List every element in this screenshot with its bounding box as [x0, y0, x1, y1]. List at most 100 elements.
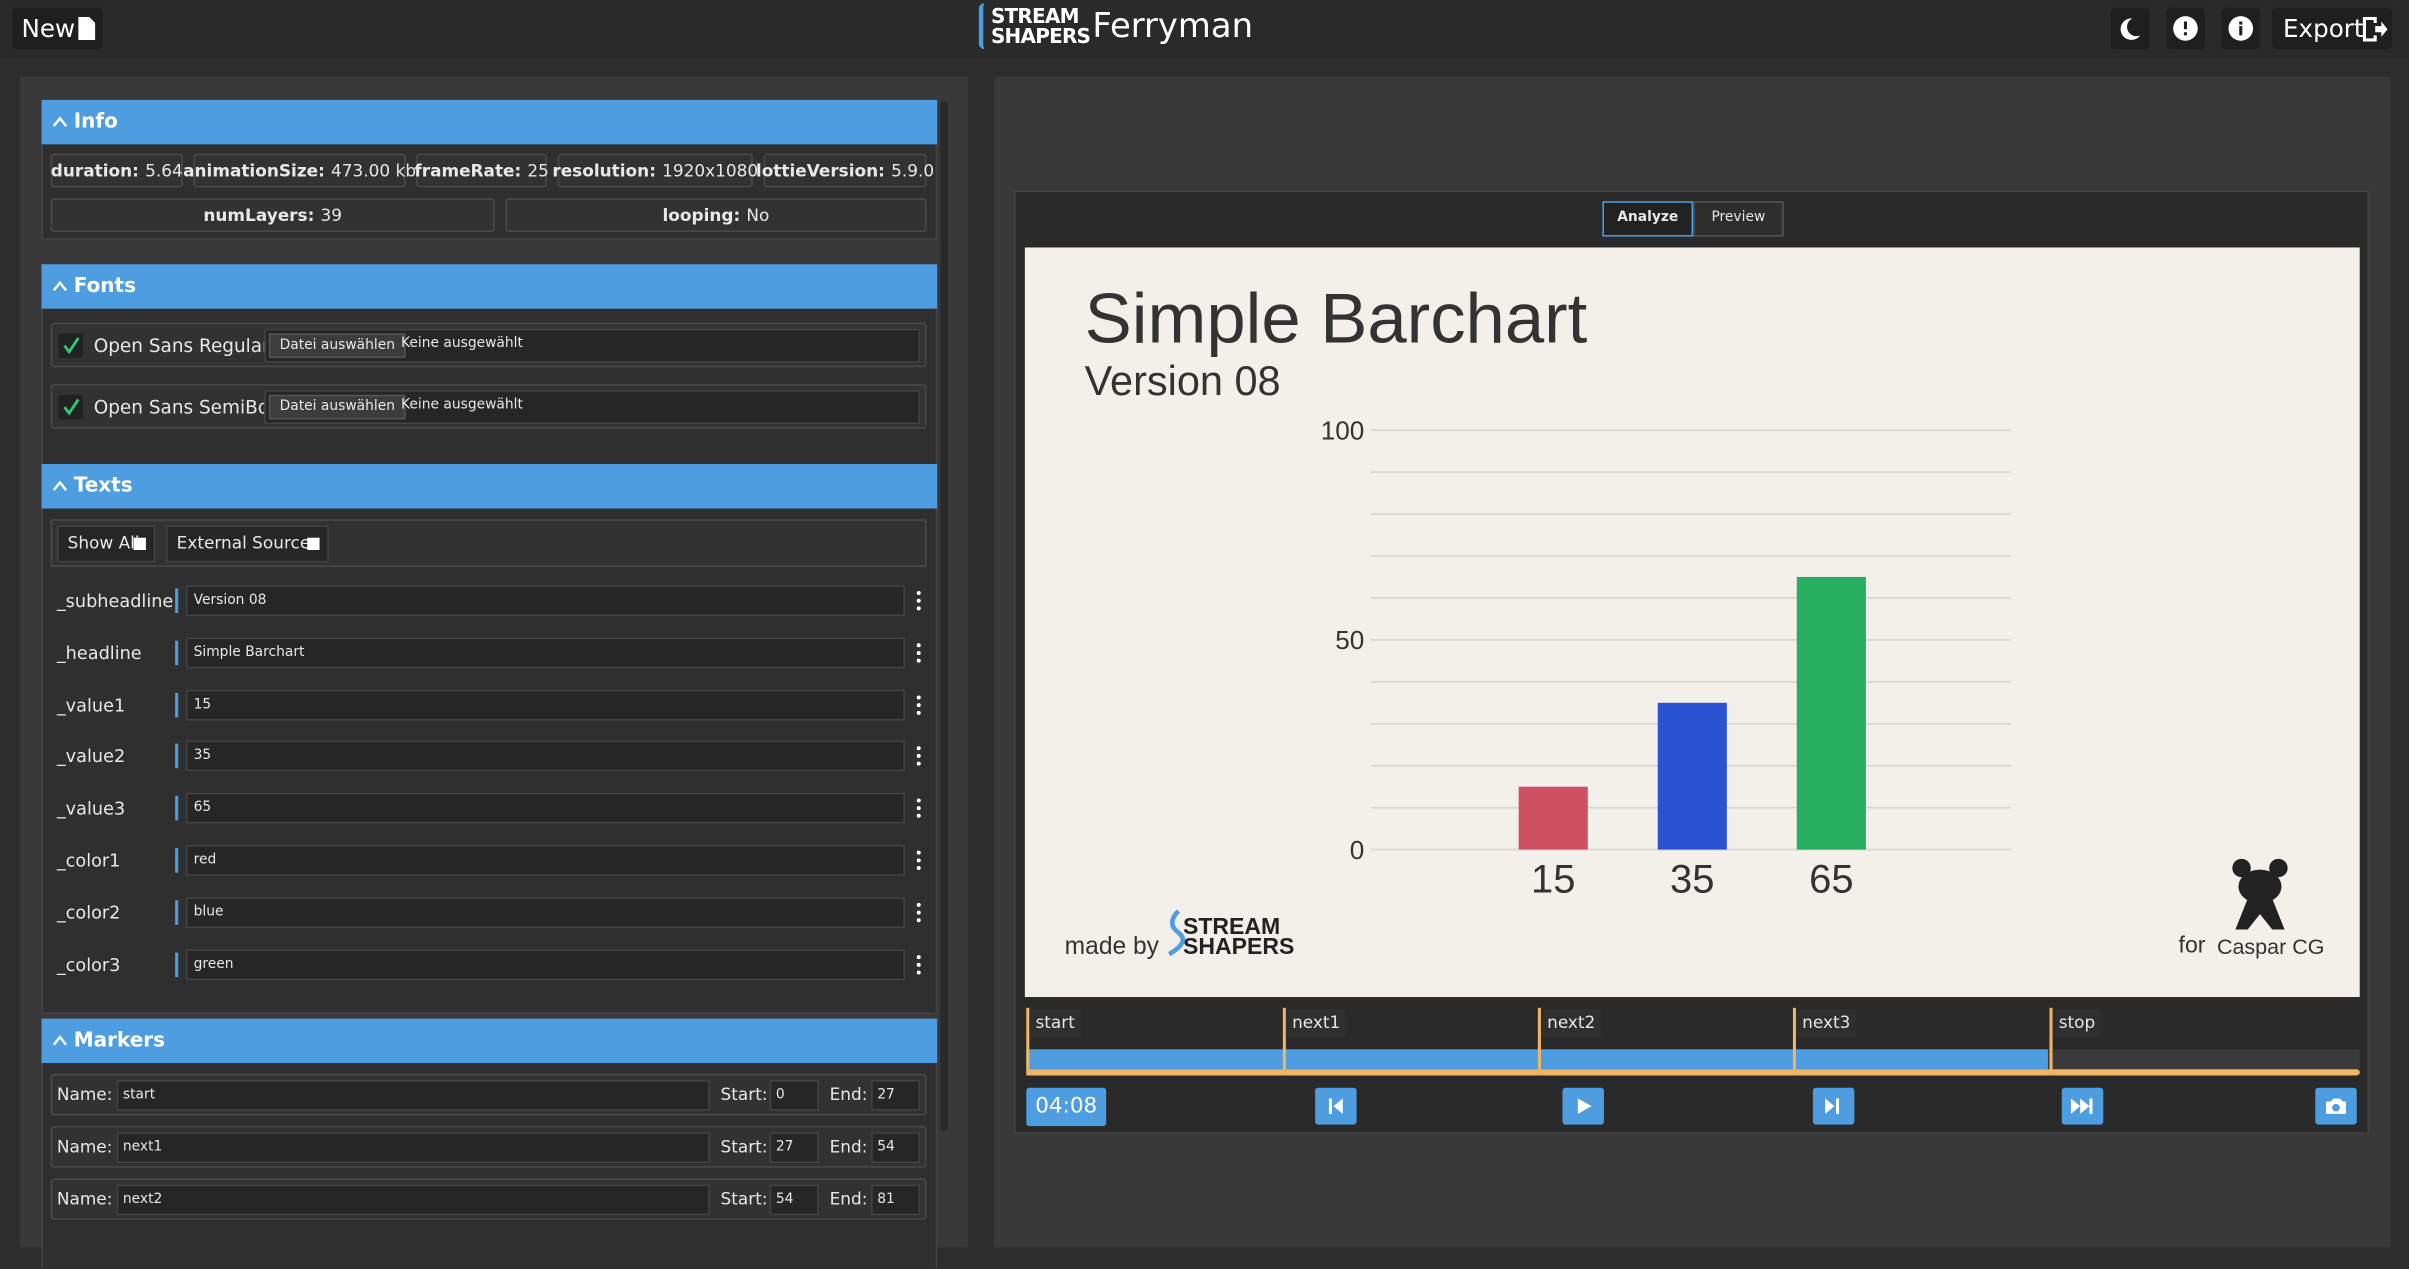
font-check[interactable] [58, 333, 83, 358]
marker-name-input[interactable]: next1 [116, 1132, 710, 1164]
marker-label[interactable]: start [1029, 1009, 1082, 1038]
section-header[interactable]: Texts [41, 463, 938, 509]
bar [1657, 702, 1727, 850]
row-menu [916, 694, 921, 715]
y-tick-label: 100 [1321, 415, 1365, 445]
dot [916, 902, 921, 907]
player-button[interactable] [1812, 1087, 1855, 1125]
marker-tick [1792, 1007, 1796, 1076]
text-input[interactable]: Version 08 [185, 585, 905, 617]
info-value: 5.9.0 [891, 160, 935, 181]
font-row: Open Sans SemiBold Datei auswählen Keine a… [50, 384, 927, 429]
icon [2228, 16, 2254, 41]
row-menu [916, 591, 921, 611]
section-header[interactable]: Fonts [41, 264, 938, 309]
dot [916, 858, 921, 863]
marker-label[interactable]: next3 [1795, 1009, 1857, 1038]
player-button[interactable] [2061, 1087, 2104, 1125]
brand-bottom: SHAPERS [990, 26, 1091, 50]
icon-button[interactable] [2166, 7, 2205, 50]
check [63, 398, 80, 416]
toggle-box [307, 537, 320, 551]
font-name: Open Sans SemiBold [93, 396, 286, 418]
separator [175, 744, 179, 769]
time-display[interactable]: 04:08 [1026, 1087, 1107, 1127]
caspar-label: Caspar CG [2217, 935, 2325, 959]
marker-label[interactable]: stop [2052, 1009, 2102, 1038]
section-title: Texts [73, 474, 133, 498]
info-item: numLayers: 39 [50, 198, 495, 232]
section-header[interactable]: Markers [41, 1018, 938, 1064]
row-menu [916, 798, 921, 819]
brand-bottom: SHAPERS [1183, 933, 1294, 959]
marker-row: Name: next1 Start: 27 End: 54 [50, 1126, 927, 1168]
dot [916, 710, 921, 715]
section-title: Info [73, 110, 118, 134]
info-item: resolution: 1920x1080 [552, 153, 758, 188]
chevron [52, 480, 68, 491]
separator [175, 588, 179, 614]
marker-name: start [122, 1087, 156, 1104]
text-input[interactable]: 35 [185, 741, 905, 772]
font-check[interactable] [58, 394, 83, 420]
icon [2120, 18, 2141, 40]
info-value: 1920x1080 [662, 160, 759, 181]
marker-end-input[interactable]: 81 [871, 1184, 921, 1216]
marker-label[interactable]: next1 [1285, 1009, 1347, 1038]
toggle[interactable]: Show All [56, 525, 156, 563]
text-input[interactable]: red [185, 844, 905, 876]
info-item: animationSize: 473.00 kb [183, 153, 416, 188]
player-button[interactable] [2315, 1087, 2357, 1125]
text-input[interactable]: blue [185, 896, 905, 928]
marker-start-input[interactable]: 0 [769, 1080, 819, 1111]
check-mark [63, 337, 80, 355]
file-button[interactable]: Datei auswählen [268, 394, 406, 420]
marker-end-input[interactable]: 54 [871, 1132, 921, 1164]
player-button[interactable] [1315, 1087, 1357, 1125]
player-button[interactable] [1562, 1087, 1604, 1125]
new-button[interactable]: New [12, 7, 103, 50]
text-key: _subheadline [56, 589, 174, 612]
marker-start: 0 [775, 1087, 785, 1104]
export-button[interactable]: Export [2272, 7, 2393, 50]
value-label: 15 [1531, 858, 1575, 902]
marker-end: 27 [877, 1087, 895, 1104]
text-input[interactable]: 65 [185, 793, 905, 824]
mascot-body [2235, 898, 2285, 930]
dot [916, 702, 921, 707]
toggle[interactable]: External Sources [165, 525, 329, 563]
text-value: blue [193, 904, 224, 920]
end-label: End: [829, 1084, 868, 1105]
marker-label[interactable]: next2 [1540, 1009, 1602, 1038]
text-key: _value2 [56, 745, 126, 768]
font-row: Open Sans Regular Datei auswählen Keine au… [50, 322, 927, 368]
marker-row: Name: start Start: 0 End: 27 [50, 1073, 927, 1116]
marker-end-input[interactable]: 27 [871, 1080, 921, 1111]
tab[interactable]: Preview [1693, 201, 1784, 237]
section-header[interactable]: Info [41, 99, 938, 145]
icon [2173, 16, 2198, 41]
icon-button[interactable] [2110, 7, 2150, 50]
new-icon [78, 16, 96, 40]
info-key: numLayers: [203, 205, 315, 226]
dot [916, 969, 921, 974]
end-label: End: [829, 1189, 868, 1210]
section-title: Fonts [73, 275, 136, 299]
marker-start: 27 [775, 1139, 794, 1156]
tab[interactable]: Analyze [1602, 201, 1694, 237]
marker-start-input[interactable]: 27 [769, 1132, 819, 1164]
chart-title: Simple Barchart [1085, 279, 1588, 358]
icon-button[interactable] [2221, 7, 2260, 50]
chevron [52, 280, 68, 292]
app-title: Ferryman [1092, 7, 1254, 47]
marker-name-input[interactable]: start [116, 1080, 710, 1111]
info-value: 25 [527, 160, 549, 181]
marker-start-input[interactable]: 54 [769, 1184, 819, 1216]
text-input[interactable]: 15 [185, 689, 905, 720]
marker-name-input[interactable]: next2 [116, 1184, 710, 1216]
text-input[interactable]: Simple Barchart [185, 637, 905, 669]
separator [175, 640, 179, 665]
file-button[interactable]: Datei auswählen [268, 333, 406, 358]
text-input[interactable]: green [185, 948, 905, 980]
